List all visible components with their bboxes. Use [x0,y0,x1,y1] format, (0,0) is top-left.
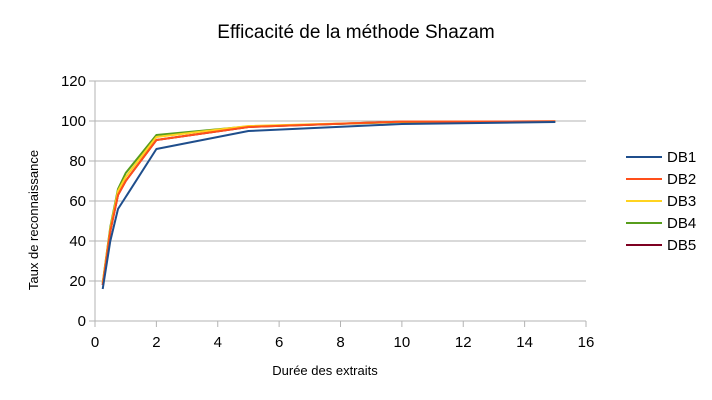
y-tick-label: 0 [78,313,86,330]
x-tick-label: 14 [516,334,533,351]
x-ticks: 0 2 4 6 8 10 12 14 16 [91,321,595,351]
y-tick-label: 40 [69,233,86,250]
legend-label: DB4 [667,215,696,232]
legend: DB1 DB2 DB3 DB4 DB5 [626,149,696,254]
x-axis-label: Durée des extraits [272,363,378,378]
series-line-db1 [101,121,556,290]
legend-label: DB3 [667,193,696,210]
y-tick-label: 120 [61,73,86,90]
series-line-db2 [101,120,556,286]
x-tick-label: 10 [394,334,411,351]
y-tick-label: 80 [69,153,86,170]
x-tick-label: 4 [214,334,222,351]
x-tick-label: 16 [578,334,595,351]
y-tick-label: 20 [69,273,86,290]
grid [95,80,586,282]
x-tick-label: 12 [455,334,472,351]
legend-label: DB2 [667,171,696,188]
y-ticks: 0 20 40 60 80 100 120 [61,73,95,330]
series [101,120,556,290]
y-tick-label: 60 [69,193,86,210]
x-tick-label: 6 [275,334,283,351]
chart-title: Efficacité de la méthode Shazam [217,22,494,43]
x-tick-label: 0 [91,334,99,351]
y-tick-label: 100 [61,113,86,130]
y-axis-label: Taux de reconnaissance [26,150,41,290]
legend-label: DB1 [667,149,696,166]
x-tick-label: 8 [336,334,344,351]
x-tick-label: 2 [152,334,160,351]
legend-label: DB5 [667,237,696,254]
